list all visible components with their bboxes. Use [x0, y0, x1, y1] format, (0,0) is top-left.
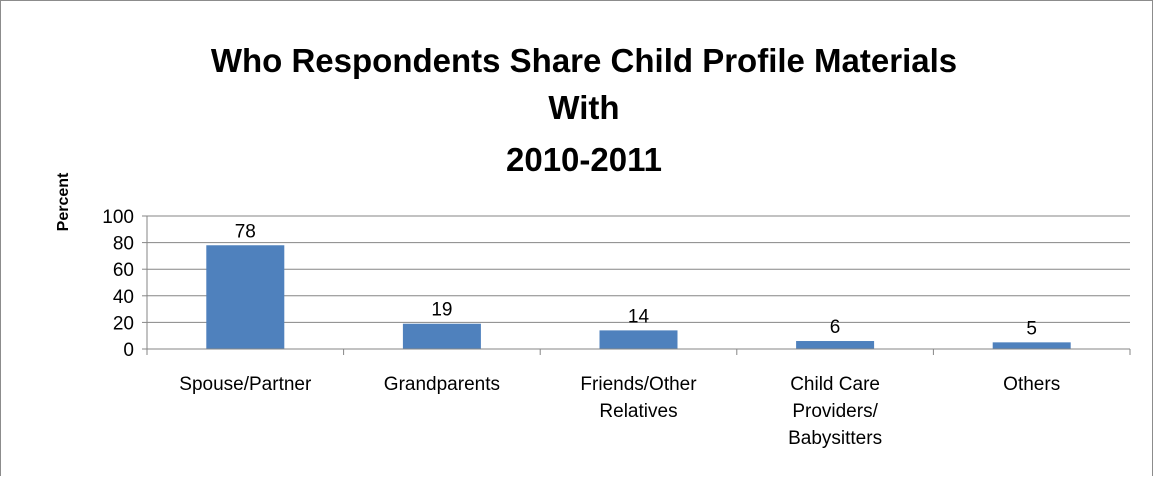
x-tick-label: Providers/ [792, 401, 878, 422]
y-tick-label: 80 [113, 234, 134, 255]
bar [402, 323, 481, 349]
data-label: 19 [431, 300, 452, 321]
data-label: 5 [1026, 318, 1037, 339]
bar [992, 342, 1071, 349]
axes [142, 215, 1131, 355]
y-tick-label: 0 [123, 340, 134, 361]
chart-title: Who Respondents Share Child Profile Mate… [211, 42, 957, 178]
chart-title-line: 2010-2011 [506, 141, 662, 178]
data-label: 14 [628, 306, 650, 327]
data-label: 78 [235, 221, 256, 242]
x-tick-label: Child Care [790, 374, 880, 395]
y-tick-labels: 0 20 40 60 80 100 [102, 207, 134, 361]
y-tick-label: 40 [113, 287, 134, 308]
x-tick-label: Grandparents [384, 374, 500, 395]
bar [206, 245, 285, 349]
data-labels: 78 19 14 6 5 [235, 221, 1037, 339]
bars [206, 245, 1071, 349]
x-tick-label: Friends/Other [580, 374, 697, 395]
y-tick-label: 20 [113, 313, 134, 334]
bar [599, 330, 678, 349]
x-tick-label: Relatives [599, 401, 677, 422]
x-tick-label: Babysitters [788, 428, 882, 449]
chart-title-line: With [548, 89, 619, 126]
x-tick-label: Spouse/Partner [179, 374, 312, 395]
x-tick-label: Others [1003, 374, 1060, 395]
y-tick-label: 60 [113, 260, 134, 281]
gridlines [147, 215, 1130, 323]
y-tick-label: 100 [102, 207, 134, 228]
category-labels: Spouse/Partner Grandparents Friends/Other R… [179, 374, 1060, 449]
data-label: 6 [830, 317, 841, 338]
bar [796, 341, 875, 349]
y-axis-label: Percent [55, 172, 72, 231]
chart-title-line: Who Respondents Share Child Profile Mate… [211, 42, 957, 79]
